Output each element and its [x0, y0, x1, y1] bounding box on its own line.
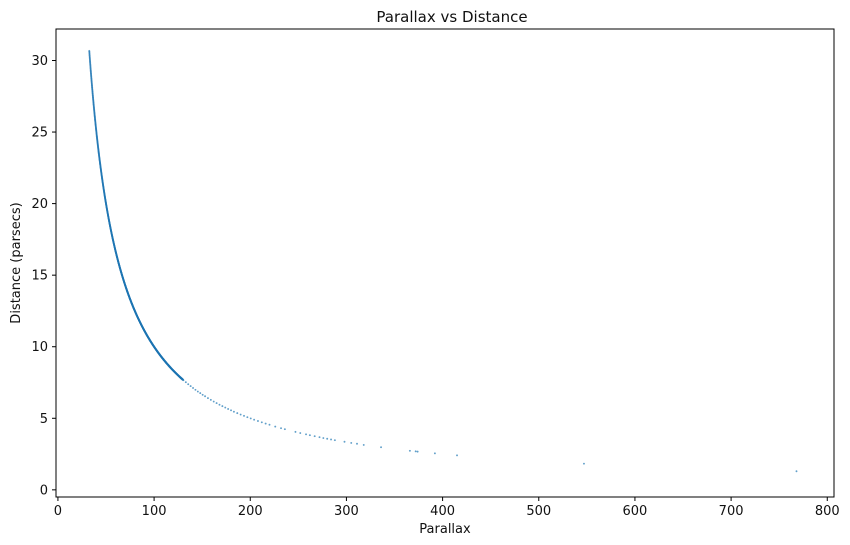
x-tick-label: 100: [142, 504, 167, 519]
data-point: [182, 379, 185, 382]
y-tick-label: 30: [31, 54, 48, 69]
y-tick-label: 25: [31, 126, 48, 141]
data-point: [274, 425, 277, 428]
data-point: [795, 470, 798, 473]
y-tick-label: 15: [31, 269, 48, 284]
data-point: [230, 409, 232, 412]
data-point: [264, 422, 267, 425]
x-axis: 0 100 200 300 400 500 600 700 800: [54, 497, 840, 519]
data-point: [257, 420, 259, 422]
data-point: [456, 454, 458, 457]
data-point: [239, 413, 242, 416]
data-point: [313, 435, 316, 438]
data-point: [333, 439, 336, 442]
data-point: [322, 437, 325, 439]
data-point: [232, 410, 235, 413]
data-point: [227, 408, 230, 410]
data-point: [243, 414, 245, 417]
plot-frame: [55, 28, 835, 498]
y-tick-label: 10: [31, 340, 48, 355]
data-point: [221, 405, 224, 408]
data-point: [330, 438, 332, 441]
data-point: [194, 388, 197, 391]
data-point: [318, 436, 321, 439]
data-point: [236, 412, 239, 415]
x-tick-label: 600: [623, 504, 648, 519]
x-axis-label: Parallax: [419, 522, 471, 537]
data-point: [433, 452, 436, 455]
data-point: [199, 392, 202, 395]
data-point: [305, 433, 307, 436]
data-point: [350, 441, 353, 444]
x-tick-label: 500: [526, 504, 551, 519]
data-point: [326, 437, 329, 440]
data-point: [204, 395, 207, 398]
data-point: [294, 430, 297, 433]
data-point: [192, 386, 194, 389]
data-point: [253, 418, 256, 421]
x-tick-label: 700: [719, 504, 744, 519]
data-point: [184, 381, 187, 384]
data-point: [187, 383, 190, 386]
data-point: [283, 428, 286, 431]
data-point: [280, 427, 282, 430]
data-point: [196, 390, 199, 393]
x-tick-label: 400: [430, 504, 455, 519]
data-point: [224, 406, 227, 409]
data-point: [380, 446, 382, 449]
data-point: [260, 421, 263, 424]
y-tick-label: 0: [40, 483, 48, 498]
y-tick-label: 5: [40, 412, 48, 427]
data-point: [207, 397, 209, 400]
chart-title: Parallax vs Distance: [376, 8, 527, 26]
x-tick-label: 200: [238, 504, 263, 519]
data-point: [201, 393, 204, 396]
data-point: [268, 423, 271, 426]
data-point: [414, 450, 417, 453]
data-point: [583, 462, 585, 465]
data-point: [218, 403, 221, 406]
data-point: [356, 442, 358, 445]
data-point: [308, 434, 311, 437]
data-point: [249, 417, 252, 420]
data-point: [215, 402, 218, 405]
y-axis-label: Distance (parsecs): [9, 202, 24, 323]
data-point: [299, 432, 302, 434]
data-point: [343, 440, 346, 443]
y-tick-label: 20: [31, 197, 48, 212]
data-point: [246, 416, 249, 419]
x-tick-label: 800: [815, 504, 840, 519]
data-point: [212, 400, 215, 403]
x-tick-label: 0: [54, 504, 62, 519]
y-axis: 0 5 10 15 20 25 30: [31, 54, 56, 498]
data-point: [362, 443, 365, 446]
x-tick-label: 300: [334, 504, 359, 519]
data-point: [416, 450, 419, 453]
data-point: [189, 385, 192, 388]
data-point: [408, 449, 411, 452]
data-points: [88, 49, 798, 473]
data-point: [209, 398, 212, 401]
